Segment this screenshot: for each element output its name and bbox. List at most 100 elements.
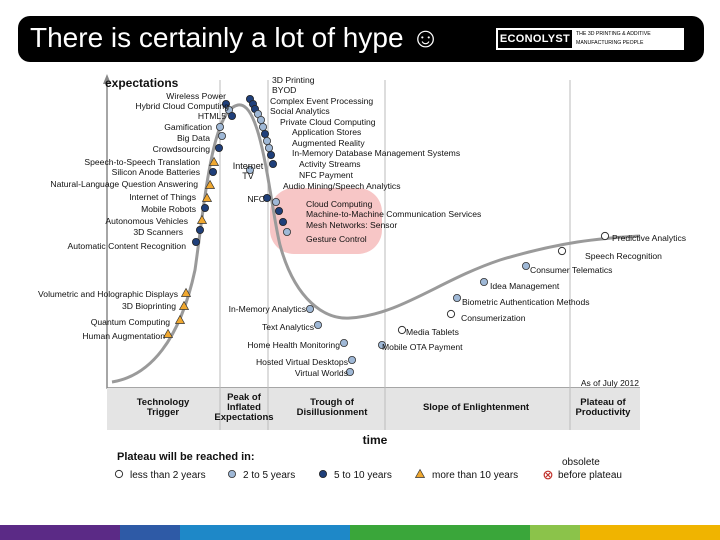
item-label: Speech Recognition — [585, 251, 662, 261]
item-label: Predictive Analytics — [612, 233, 686, 243]
phase-label-1: Trigger — [147, 407, 180, 418]
logo-tagline: THE 3D PRINTING & ADDITIVE MANUFACTURING… — [576, 30, 682, 48]
item-label: Audio Mining/Speech Analytics — [283, 181, 401, 191]
logo-tagline-2: MANUFACTURING PEOPLE — [576, 40, 644, 46]
item-label: Gamification — [164, 122, 212, 132]
item-marker — [522, 261, 531, 270]
item-label: Quantum Computing — [91, 317, 171, 327]
item-marker — [208, 167, 217, 176]
item-label: Application Stores — [292, 127, 361, 137]
item-label: TV — [242, 171, 254, 181]
item-label: Volumetric and Holographic Displays — [38, 289, 178, 299]
legend-label: obsolete — [562, 457, 600, 468]
item-marker — [313, 320, 322, 329]
legend-marker — [227, 469, 236, 478]
item-label: Internet of Things — [129, 192, 196, 202]
item-label: Wireless Power — [166, 91, 226, 101]
item-label: BYOD — [272, 85, 296, 95]
item-label: Hosted Virtual Desktops — [256, 357, 348, 367]
item-marker — [245, 165, 254, 174]
econolyst-logo: ECONOLYST THE 3D PRINTING & ADDITIVE MAN… — [496, 28, 684, 50]
item-marker — [208, 156, 220, 166]
item-label: Biometric Authentication Methods — [462, 297, 590, 307]
item-marker — [479, 277, 488, 286]
item-label: Autonomous Vehicles — [105, 216, 188, 226]
item-label: NFC — [247, 194, 265, 204]
item-label: Cloud Computing — [306, 199, 373, 209]
legend-marker — [414, 468, 426, 478]
item-marker — [274, 206, 283, 215]
item-marker — [258, 123, 267, 132]
phase-label-2: Inflated — [227, 402, 261, 413]
item-marker — [200, 203, 209, 212]
item-label: Crowdsourcing — [153, 144, 211, 154]
item-marker — [260, 129, 269, 138]
y-axis-arrow — [103, 74, 111, 84]
legend-marker — [318, 469, 327, 478]
item-label: 3D Bioprinting — [122, 301, 176, 311]
item-marker — [377, 340, 386, 349]
item-marker — [557, 246, 567, 256]
phase-label-3: Disillusionment — [297, 407, 369, 418]
item-marker — [339, 338, 348, 347]
x-axis-label: time — [363, 433, 388, 447]
phase-label-3: Trough of — [310, 397, 355, 408]
footer-color-band-5 — [530, 525, 580, 540]
item-label: Silicon Anode Batteries — [112, 167, 200, 177]
item-marker — [162, 328, 174, 338]
footer-color-band-4 — [350, 525, 530, 540]
footer-color-band-2 — [120, 525, 180, 540]
item-marker — [174, 314, 186, 324]
item-marker — [256, 116, 265, 125]
item-label: Consumer Telematics — [530, 265, 612, 275]
item-label: In-Memory Database Management Systems — [292, 148, 460, 158]
item-label: HTML5 — [198, 111, 226, 121]
item-marker — [214, 143, 223, 152]
item-label: 3D Printing — [272, 75, 315, 85]
as-of-date: As of July 2012 — [581, 378, 639, 388]
item-marker — [268, 159, 277, 168]
phase-label-2: Peak of — [227, 392, 262, 403]
slide-title: There is certainly a lot of hype ☺ — [30, 22, 440, 53]
item-marker — [446, 309, 456, 319]
logo-brand: ECONOLYST — [498, 30, 572, 48]
item-label: In-Memory Analytics — [229, 304, 306, 314]
item-marker — [196, 214, 208, 224]
item-label: Human Augmentation — [82, 331, 165, 341]
logo-tagline-1: THE 3D PRINTING & ADDITIVE — [576, 31, 651, 37]
item-marker — [227, 112, 236, 121]
item-label: 3D Scanners — [133, 227, 183, 237]
legend-marker — [114, 469, 124, 479]
item-marker — [305, 304, 314, 313]
cloud-gesture-highlight — [270, 188, 382, 254]
item-label: Social Analytics — [270, 106, 330, 116]
phase-label-2: Expectations — [214, 412, 273, 423]
legend-label: 2 to 5 years — [243, 470, 295, 481]
item-label: Home Health Monitoring — [247, 340, 340, 350]
phase-band — [107, 388, 640, 430]
item-marker — [204, 179, 216, 189]
item-label: Idea Management — [490, 281, 560, 291]
item-marker — [178, 300, 190, 310]
item-label: Gesture Control — [306, 234, 367, 244]
item-marker — [271, 197, 280, 206]
item-marker — [264, 143, 273, 152]
item-label: Mobile Robots — [141, 204, 196, 214]
item-label: Mobile OTA Payment — [382, 342, 463, 352]
item-label: Machine-to-Machine Communication Service… — [306, 209, 481, 219]
item-marker — [180, 287, 192, 297]
footer-color-band-1 — [0, 525, 120, 540]
legend-label: 5 to 10 years — [334, 470, 392, 481]
footer-color-band-3 — [180, 525, 350, 540]
item-marker — [217, 131, 226, 140]
item-marker — [397, 325, 407, 335]
item-label: Speech-to-Speech Translation — [84, 157, 200, 167]
item-label: Text Analytics — [262, 322, 314, 332]
legend-marker-x — [545, 472, 551, 478]
legend-title: Plateau will be reached in: — [117, 451, 255, 463]
item-marker — [191, 237, 200, 246]
item-marker — [262, 193, 271, 202]
phase-label-5: Productivity — [576, 407, 632, 418]
item-marker — [195, 225, 204, 234]
